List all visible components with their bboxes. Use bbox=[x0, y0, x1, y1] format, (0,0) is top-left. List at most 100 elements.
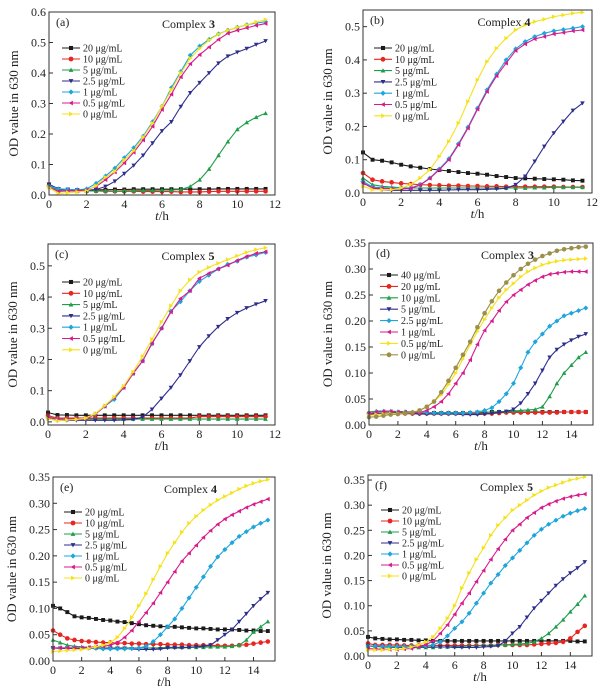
data-point bbox=[569, 257, 574, 262]
data-point bbox=[532, 410, 538, 415]
data-point bbox=[244, 25, 249, 31]
data-point bbox=[459, 619, 465, 625]
x-tick-label: 10 bbox=[507, 658, 519, 672]
data-point bbox=[380, 187, 385, 192]
data-point bbox=[235, 50, 240, 55]
data-point bbox=[58, 648, 63, 654]
data-point bbox=[216, 261, 221, 266]
data-point bbox=[582, 639, 587, 644]
data-point bbox=[484, 89, 489, 94]
data-point bbox=[416, 638, 421, 643]
data-point bbox=[234, 416, 240, 421]
data-point bbox=[380, 636, 385, 641]
data-point bbox=[129, 641, 135, 646]
legend-entry: 5 μg/mL bbox=[380, 305, 436, 316]
legend-entry: 0.5 μg/mL bbox=[380, 339, 443, 350]
data-point bbox=[495, 644, 501, 649]
data-point bbox=[568, 571, 573, 576]
data-point bbox=[417, 408, 422, 413]
data-point bbox=[546, 641, 551, 646]
y-tick-label: 0.35 bbox=[344, 473, 365, 487]
data-point bbox=[236, 642, 242, 648]
data-point bbox=[554, 347, 560, 352]
data-point bbox=[250, 524, 257, 530]
data-point bbox=[226, 28, 231, 33]
data-point bbox=[539, 488, 544, 494]
x-axis-label: t/h bbox=[157, 674, 171, 689]
data-point bbox=[524, 615, 530, 620]
data-point bbox=[244, 46, 250, 51]
data-point bbox=[169, 413, 173, 418]
legend-label: 10 μg/mL bbox=[401, 293, 441, 304]
data-point bbox=[150, 188, 155, 193]
legend-marker bbox=[68, 56, 74, 62]
data-point bbox=[122, 635, 127, 640]
data-point bbox=[253, 189, 259, 194]
y-tick-label: 0.3 bbox=[31, 97, 46, 111]
series-2-5-g-ml bbox=[45, 298, 268, 423]
data-point bbox=[55, 413, 60, 417]
legend-marker bbox=[68, 100, 73, 106]
data-point bbox=[452, 603, 458, 609]
data-point bbox=[131, 413, 136, 418]
data-point bbox=[254, 186, 259, 191]
data-point bbox=[474, 638, 479, 643]
data-point bbox=[503, 515, 508, 521]
data-point bbox=[179, 605, 185, 611]
data-point bbox=[129, 621, 134, 626]
data-point bbox=[517, 547, 523, 553]
data-point bbox=[208, 626, 213, 631]
x-tick-label: 6 bbox=[475, 195, 481, 209]
data-point bbox=[542, 177, 547, 181]
series-line bbox=[48, 23, 266, 192]
data-point bbox=[92, 418, 98, 423]
data-point bbox=[513, 27, 518, 33]
panel-label: (f) bbox=[375, 478, 387, 492]
data-point bbox=[485, 172, 489, 177]
data-point bbox=[496, 399, 502, 405]
legend-entry: 2.5 μg/mL bbox=[381, 539, 444, 550]
x-tick-label: 6 bbox=[136, 663, 142, 677]
data-point bbox=[165, 646, 170, 651]
data-point bbox=[456, 170, 461, 174]
data-point bbox=[122, 160, 127, 166]
data-point bbox=[494, 187, 499, 192]
data-point bbox=[437, 631, 443, 636]
data-point bbox=[532, 381, 538, 386]
legend-label: 0.5 μg/mL bbox=[83, 99, 125, 110]
legend-entry: 0.5 μg/mL bbox=[64, 563, 127, 574]
data-point bbox=[583, 256, 589, 261]
data-point bbox=[72, 647, 77, 653]
data-point bbox=[158, 647, 163, 652]
data-point bbox=[172, 624, 177, 629]
y-tick-label: 0.20 bbox=[344, 548, 365, 562]
data-point bbox=[186, 595, 192, 601]
legend-marker bbox=[387, 562, 392, 568]
data-point bbox=[418, 165, 423, 170]
panel-title: Complex 4 bbox=[164, 482, 217, 496]
data-point bbox=[459, 600, 464, 606]
data-point bbox=[402, 411, 408, 416]
data-point bbox=[576, 308, 582, 314]
data-point bbox=[244, 505, 249, 510]
data-point bbox=[150, 647, 156, 652]
data-point bbox=[576, 244, 581, 250]
data-point bbox=[484, 187, 490, 192]
data-point bbox=[488, 580, 494, 586]
data-point bbox=[178, 296, 183, 301]
data-point bbox=[225, 31, 230, 36]
data-point bbox=[431, 410, 437, 416]
y-tick-label: 0.00 bbox=[344, 649, 365, 663]
data-point bbox=[225, 189, 231, 194]
data-point bbox=[263, 414, 268, 419]
y-tick-label: 0.25 bbox=[344, 523, 365, 537]
data-point bbox=[194, 626, 199, 631]
data-point bbox=[446, 157, 451, 163]
legend-marker bbox=[380, 45, 386, 51]
data-point bbox=[503, 409, 509, 414]
data-point bbox=[517, 521, 522, 527]
data-point bbox=[447, 139, 452, 144]
data-point bbox=[554, 410, 560, 415]
y-tick-label: 0.15 bbox=[29, 575, 50, 589]
